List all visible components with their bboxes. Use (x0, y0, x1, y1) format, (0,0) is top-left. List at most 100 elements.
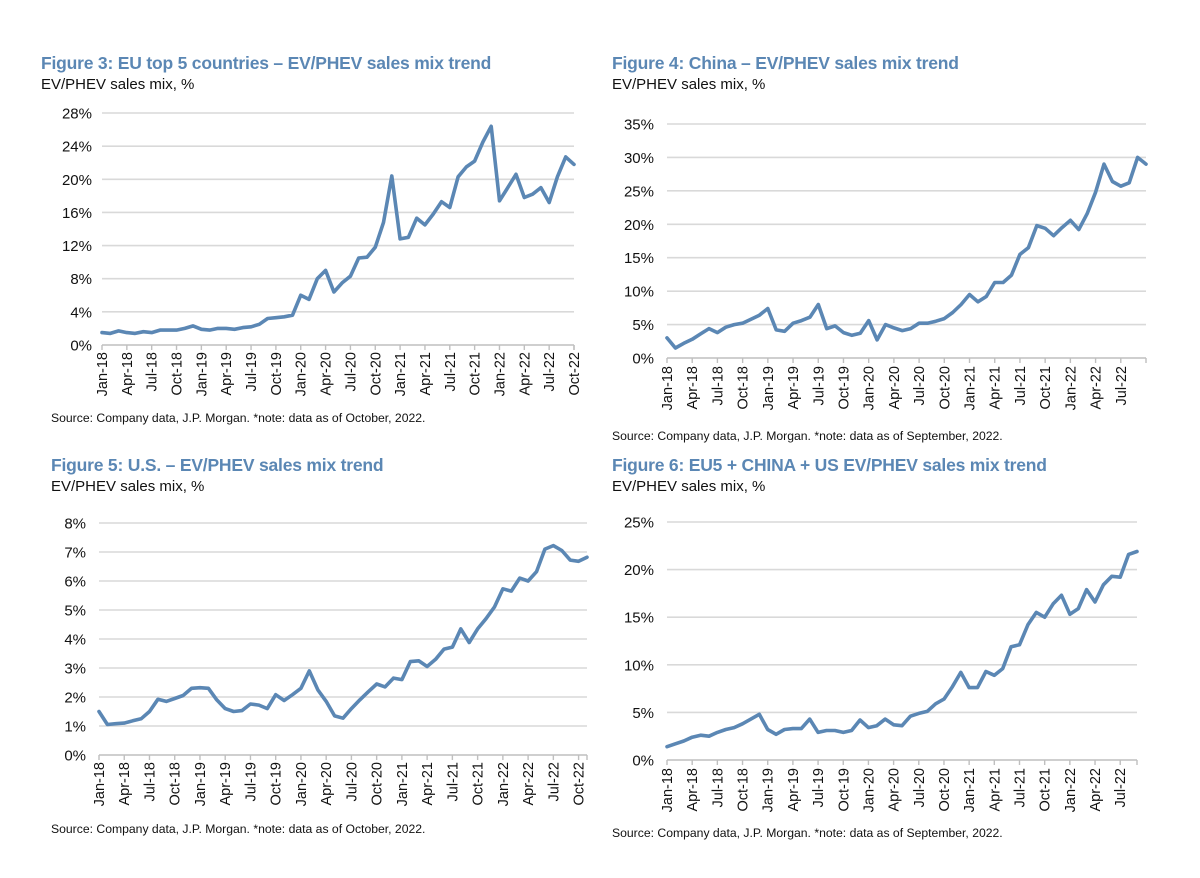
y-tick-label: 35% (624, 117, 654, 134)
x-tick-label: Jul-19 (244, 352, 260, 392)
x-tick-label: Jul-22 (546, 762, 562, 802)
figure-6-title: Figure 6: EU5 + CHINA + US EV/PHEV sales… (612, 455, 1047, 475)
x-tick-label: Apr-18 (685, 366, 701, 410)
figure-4-title: Figure 4: China – EV/PHEV sales mix tren… (612, 53, 959, 73)
x-tick-label: Jul-19 (243, 762, 259, 802)
x-tick-label: Jan-21 (962, 768, 978, 812)
y-tick-label: 24% (62, 139, 92, 156)
x-tick-label: Jan-21 (393, 352, 409, 396)
y-tick-label: 4% (64, 632, 86, 649)
y-tick-label: 28% (62, 106, 92, 123)
figure-3-source: Source: Company data, J.P. Morgan. *note… (51, 411, 426, 425)
x-tick-label: Apr-18 (685, 768, 701, 812)
figure-3-subtitle: EV/PHEV sales mix, % (41, 76, 195, 93)
x-tick-label: Jul-18 (145, 352, 161, 392)
x-tick-label: Jan-19 (193, 762, 209, 806)
x-tick-label: Apr-22 (1088, 768, 1104, 812)
y-tick-label: 20% (624, 562, 654, 579)
x-tick-label: Jul-20 (912, 768, 928, 808)
x-tick-label: Apr-18 (117, 762, 133, 806)
x-tick-label: Oct-19 (836, 768, 852, 812)
x-tick-label: Apr-21 (988, 366, 1004, 410)
figure-4-subtitle: EV/PHEV sales mix, % (612, 76, 766, 93)
figure-5-source: Source: Company data, J.P. Morgan. *note… (51, 822, 426, 836)
figure-6-subtitle: EV/PHEV sales mix, % (612, 478, 766, 495)
x-tick-label: Apr-20 (887, 366, 903, 410)
x-tick-label: Oct-19 (269, 762, 285, 806)
y-tick-label: 0% (632, 351, 654, 368)
x-tick-label: Jul-21 (445, 762, 461, 802)
x-tick-label: Jul-22 (1113, 768, 1129, 808)
x-tick-label: Oct-18 (736, 366, 752, 410)
x-tick-label: Apr-19 (786, 366, 802, 410)
y-tick-label: 25% (624, 183, 654, 200)
x-tick-label: Apr-20 (319, 352, 335, 396)
x-tick-label: Oct-21 (1038, 366, 1054, 410)
x-tick-label: Jan-18 (660, 366, 676, 410)
series-line (665, 549, 1139, 749)
x-tick-label: Jul-21 (443, 352, 459, 392)
x-tick-label: Jan-19 (761, 366, 777, 410)
x-tick-label: Apr-21 (987, 768, 1003, 812)
x-tick-label: Jan-18 (95, 352, 111, 396)
figure-4-source: Source: Company data, J.P. Morgan. *note… (612, 429, 1003, 443)
x-tick-label: Oct-19 (269, 352, 285, 396)
x-tick-label: Oct-20 (937, 366, 953, 410)
x-tick-label: Apr-21 (418, 352, 434, 396)
x-tick-label: Jan-19 (194, 352, 210, 396)
x-tick-label: Jul-18 (142, 762, 158, 802)
y-tick-label: 6% (64, 574, 86, 591)
figure-3-title: Figure 3: EU top 5 countries – EV/PHEV s… (41, 53, 492, 73)
figure-5-title: Figure 5: U.S. – EV/PHEV sales mix trend (51, 455, 384, 475)
x-tick-label: Jan-20 (862, 366, 878, 410)
y-tick-label: 8% (64, 516, 86, 533)
x-tick-label: Oct-21 (468, 352, 484, 396)
x-tick-label: Jul-22 (1114, 366, 1130, 406)
x-tick-label: Oct-21 (471, 762, 487, 806)
y-tick-label: 20% (62, 172, 92, 189)
x-tick-label: Jul-18 (710, 768, 726, 808)
y-tick-label: 10% (624, 657, 654, 674)
y-tick-label: 8% (70, 271, 92, 288)
y-tick-label: 4% (70, 304, 92, 321)
x-tick-label: Apr-21 (420, 762, 436, 806)
x-tick-label: Apr-22 (1089, 366, 1105, 410)
y-tick-label: 15% (624, 610, 654, 627)
x-tick-label: Jul-19 (811, 366, 827, 406)
x-tick-label: Oct-22 (572, 762, 588, 806)
figure-6-source: Source: Company data, J.P. Morgan. *note… (612, 826, 1003, 840)
x-tick-label: Jul-20 (344, 762, 360, 802)
x-tick-label: Apr-18 (120, 352, 136, 396)
x-tick-label: Jul-22 (542, 352, 558, 392)
x-tick-label: Jan-18 (660, 768, 676, 812)
x-tick-label: Oct-20 (370, 762, 386, 806)
x-tick-label: Oct-20 (937, 768, 953, 812)
x-tick-label: Jan-22 (1063, 366, 1079, 410)
x-tick-label: Apr-22 (517, 352, 533, 396)
x-tick-label: Jan-20 (861, 768, 877, 812)
y-tick-label: 1% (64, 719, 86, 736)
y-tick-label: 15% (624, 250, 654, 267)
figure-5-subtitle: EV/PHEV sales mix, % (51, 478, 205, 495)
y-tick-label: 7% (64, 545, 86, 562)
y-tick-label: 0% (64, 748, 86, 765)
x-tick-label: Jan-21 (395, 762, 411, 806)
x-tick-label: Jul-21 (1013, 366, 1029, 406)
y-tick-label: 20% (624, 217, 654, 234)
y-tick-label: 16% (62, 205, 92, 222)
x-tick-label: Apr-22 (521, 762, 537, 806)
x-tick-label: Jan-22 (1063, 768, 1079, 812)
x-tick-label: Jul-20 (343, 352, 359, 392)
x-tick-label: Apr-19 (218, 762, 234, 806)
x-tick-label: Oct-18 (170, 352, 186, 396)
x-tick-label: Jul-20 (912, 366, 928, 406)
x-tick-label: Apr-20 (887, 768, 903, 812)
y-tick-label: 30% (624, 150, 654, 167)
x-tick-label: Apr-19 (219, 352, 235, 396)
x-tick-label: Oct-22 (567, 352, 583, 396)
x-tick-label: Jan-20 (294, 352, 310, 396)
